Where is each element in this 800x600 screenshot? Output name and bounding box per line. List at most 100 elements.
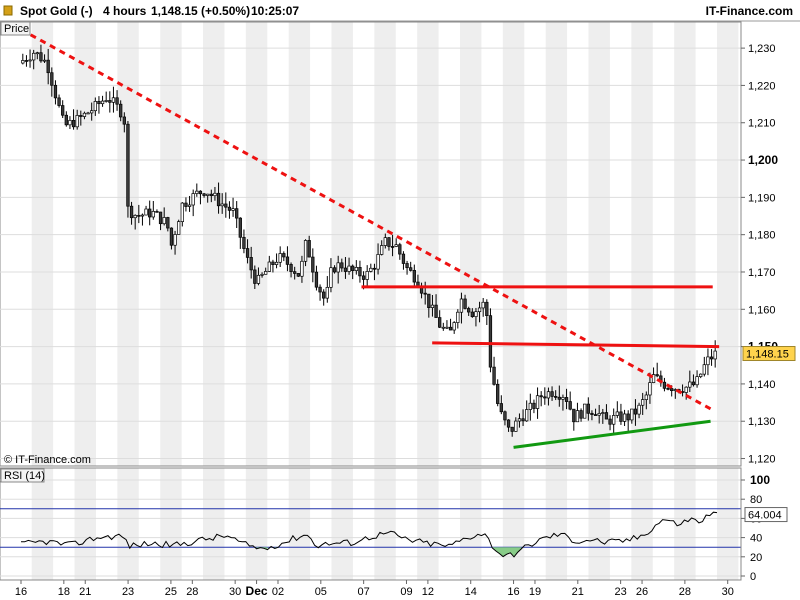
candle-body xyxy=(21,60,25,64)
candle-body xyxy=(100,100,105,105)
candle-body xyxy=(227,206,232,211)
rsi-day-stripe xyxy=(545,468,568,580)
rsi-day-stripe xyxy=(203,468,225,580)
candle-body xyxy=(32,52,36,61)
candle-body xyxy=(390,246,395,248)
date-tick-label: 30 xyxy=(229,586,241,598)
candle-body xyxy=(351,265,355,271)
date-axis: 16 18 21 23 25 28 30 Dec 02 05 07 09 12 14 16 19 21 23 26 2… xyxy=(0,579,741,598)
candle-body xyxy=(311,256,315,273)
instrument-title: Spot Gold (-) xyxy=(20,4,93,18)
candle-body xyxy=(670,388,674,391)
date-tick-label: 21 xyxy=(79,586,91,598)
date-tick-label: 16 xyxy=(15,586,27,598)
candle-body xyxy=(104,100,108,102)
candle-body xyxy=(398,244,402,255)
date-tick-label: 25 xyxy=(165,586,177,598)
candle-body xyxy=(448,326,453,331)
day-stripe xyxy=(631,22,653,466)
time-label: 10:25:07 xyxy=(251,4,299,18)
day-stripe xyxy=(117,22,139,466)
candle-body xyxy=(318,286,322,293)
candle-body xyxy=(554,396,558,398)
trendline-resistance-2 xyxy=(432,341,720,349)
day-stripes xyxy=(31,22,739,466)
candle-body xyxy=(441,326,445,329)
candle-body xyxy=(481,301,485,309)
day-stripe xyxy=(545,22,568,466)
date-tick-label: 23 xyxy=(615,586,627,598)
candle-body xyxy=(401,253,406,264)
candle-body xyxy=(539,395,543,398)
candle-body xyxy=(543,396,547,399)
candle-body xyxy=(662,381,667,389)
candle-body xyxy=(586,403,590,414)
candle-body xyxy=(169,227,174,246)
day-stripe xyxy=(74,22,96,466)
candle-body xyxy=(148,208,152,218)
date-tick-label: 19 xyxy=(529,586,541,598)
candle-body xyxy=(195,190,199,194)
candle-body xyxy=(615,411,619,416)
price-tick-label: 1,120 xyxy=(748,454,776,466)
candle-body xyxy=(637,404,641,415)
candle-body xyxy=(564,397,569,402)
candle-body xyxy=(630,408,634,421)
candle-body xyxy=(253,269,257,284)
day-stripe xyxy=(288,22,311,466)
price-panel: Price © IT-Finance.com xyxy=(0,21,742,467)
candle-body xyxy=(644,394,648,400)
candle-body xyxy=(322,291,326,299)
date-tick-label: 28 xyxy=(186,586,198,598)
date-tick-label: 07 xyxy=(358,586,370,598)
candle-body xyxy=(622,413,627,422)
candle-body xyxy=(369,267,373,272)
candle-body xyxy=(583,403,587,419)
candle-body xyxy=(590,412,594,415)
candle-body xyxy=(50,72,54,86)
candle-body xyxy=(488,315,493,368)
rsi-day-stripe xyxy=(717,468,739,580)
candle-body xyxy=(702,364,706,375)
candle-body xyxy=(24,60,29,62)
candle-body xyxy=(445,326,449,329)
candle-body xyxy=(336,262,340,273)
timeframe-label: 4 hours xyxy=(103,4,147,18)
candle-body xyxy=(695,376,699,386)
date-tick-label: 18 xyxy=(58,586,70,598)
candle-body xyxy=(503,411,507,421)
candle-body xyxy=(119,103,123,118)
day-stripe xyxy=(460,22,482,466)
rsi-day-stripe xyxy=(31,468,54,580)
candle-body xyxy=(463,298,467,309)
date-tick-label: 12 xyxy=(422,586,434,598)
candle-body xyxy=(688,381,692,388)
candle-body xyxy=(68,119,72,126)
candle-body xyxy=(314,271,319,288)
candle-body xyxy=(572,408,576,423)
candle-body xyxy=(641,399,645,406)
rsi-last-badge xyxy=(744,507,788,523)
candle-body xyxy=(651,374,656,383)
candle-body xyxy=(144,208,148,216)
candle-body xyxy=(108,100,112,103)
price-tick-label: 1,170 xyxy=(748,267,776,279)
candle-body xyxy=(434,304,438,318)
price-tick-label: 1,130 xyxy=(748,416,776,428)
candle-body xyxy=(28,59,32,62)
candle-body xyxy=(626,413,630,421)
candle-body xyxy=(325,287,329,299)
price-tick-label: 1,140 xyxy=(748,379,776,391)
candle-body xyxy=(427,293,431,308)
quote-label: 1,148.15 (+0.50%) xyxy=(151,4,250,18)
trendlines xyxy=(20,28,720,449)
candle-body xyxy=(343,267,348,272)
candle-body xyxy=(525,409,529,422)
rsi-day-stripe xyxy=(288,468,311,580)
candle-body xyxy=(71,119,76,128)
candle-body xyxy=(666,387,670,390)
date-tick-label: 02 xyxy=(272,586,284,598)
last-price-badge xyxy=(742,346,796,362)
candle-body xyxy=(550,391,554,397)
